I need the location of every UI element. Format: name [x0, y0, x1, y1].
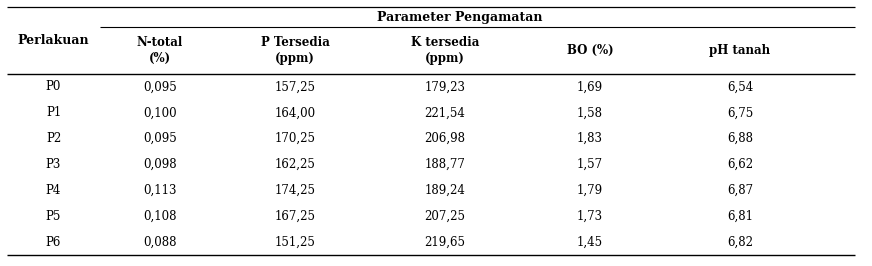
Text: 6,54: 6,54	[727, 80, 753, 93]
Text: 6,81: 6,81	[727, 210, 753, 223]
Text: P2: P2	[46, 132, 61, 145]
Text: 1,73: 1,73	[577, 210, 603, 223]
Text: 0,095: 0,095	[143, 80, 177, 93]
Text: 0,113: 0,113	[143, 184, 177, 197]
Text: 6,87: 6,87	[727, 184, 753, 197]
Text: (ppm): (ppm)	[275, 52, 315, 65]
Text: 1,83: 1,83	[577, 132, 603, 145]
Text: 162,25: 162,25	[275, 158, 316, 171]
Text: 0,095: 0,095	[143, 132, 177, 145]
Text: 6,88: 6,88	[727, 132, 753, 145]
Text: 6,75: 6,75	[727, 106, 753, 119]
Text: P3: P3	[46, 158, 61, 171]
Text: 157,25: 157,25	[275, 80, 316, 93]
Text: 1,69: 1,69	[577, 80, 603, 93]
Text: 151,25: 151,25	[275, 236, 316, 248]
Text: P Tersedia: P Tersedia	[261, 36, 330, 49]
Text: 206,98: 206,98	[425, 132, 466, 145]
Text: Parameter Pengamatan: Parameter Pengamatan	[378, 10, 542, 23]
Text: 221,54: 221,54	[425, 106, 466, 119]
Text: 207,25: 207,25	[425, 210, 466, 223]
Text: P0: P0	[46, 80, 61, 93]
Text: 167,25: 167,25	[275, 210, 316, 223]
Text: N-total: N-total	[137, 36, 183, 49]
Text: 1,45: 1,45	[577, 236, 603, 248]
Text: P4: P4	[46, 184, 61, 197]
Text: 6,62: 6,62	[727, 158, 753, 171]
Text: 1,79: 1,79	[577, 184, 603, 197]
Text: 6,82: 6,82	[727, 236, 753, 248]
Text: 219,65: 219,65	[425, 236, 466, 248]
Text: 174,25: 174,25	[275, 184, 316, 197]
Text: (%): (%)	[149, 52, 171, 65]
Text: 189,24: 189,24	[425, 184, 466, 197]
Text: P1: P1	[46, 106, 61, 119]
Text: 1,57: 1,57	[577, 158, 603, 171]
Text: 0,088: 0,088	[143, 236, 177, 248]
Text: K tersedia: K tersedia	[411, 36, 480, 49]
Text: 164,00: 164,00	[275, 106, 316, 119]
Text: (ppm): (ppm)	[425, 52, 465, 65]
Text: 0,108: 0,108	[143, 210, 177, 223]
Text: Perlakuan: Perlakuan	[17, 34, 89, 47]
Text: 188,77: 188,77	[425, 158, 466, 171]
Text: 179,23: 179,23	[425, 80, 466, 93]
Text: 170,25: 170,25	[275, 132, 316, 145]
Text: 1,58: 1,58	[577, 106, 603, 119]
Text: P6: P6	[46, 236, 61, 248]
Text: BO (%): BO (%)	[567, 44, 613, 57]
Text: pH tanah: pH tanah	[710, 44, 771, 57]
Text: 0,098: 0,098	[143, 158, 177, 171]
Text: P5: P5	[46, 210, 61, 223]
Text: 0,100: 0,100	[143, 106, 177, 119]
